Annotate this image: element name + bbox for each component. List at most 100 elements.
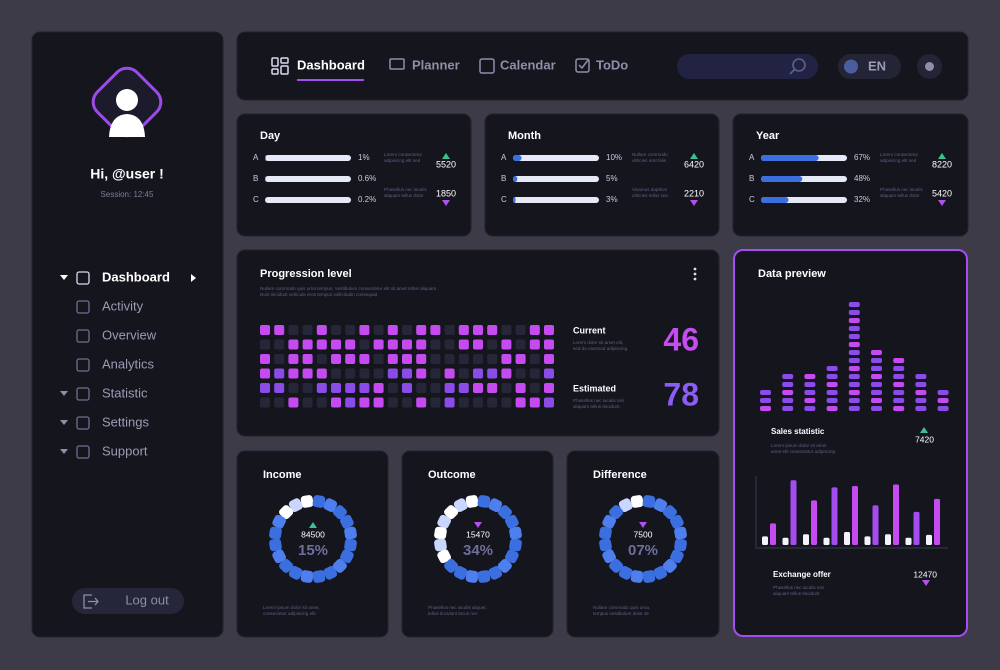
matrix-cell bbox=[331, 383, 341, 393]
icon-part bbox=[271, 68, 279, 75]
matrix-cell bbox=[487, 397, 498, 408]
bar bbox=[513, 155, 522, 161]
ring-segment bbox=[488, 498, 503, 513]
search-icon bbox=[789, 58, 806, 75]
menu-dots[interactable] bbox=[693, 267, 697, 281]
dot bbox=[848, 326, 860, 331]
nav-tab[interactable]: Dashboard bbox=[297, 57, 365, 72]
note: Phasellus nec iaculis nisi bbox=[773, 585, 824, 590]
dot-column bbox=[826, 366, 838, 411]
matrix-cell bbox=[402, 339, 412, 350]
bar-track bbox=[265, 176, 351, 182]
matrix-cell bbox=[316, 339, 327, 350]
dot bbox=[871, 406, 882, 411]
matrix-cell bbox=[331, 339, 341, 350]
nav-item[interactable]: Overview bbox=[102, 327, 157, 342]
ring-segment bbox=[332, 558, 347, 573]
nav-item[interactable]: Dashboard bbox=[102, 269, 170, 284]
dot bbox=[826, 390, 838, 395]
ring-segment bbox=[269, 526, 282, 540]
row-label: C bbox=[501, 195, 507, 204]
card-title: Day bbox=[260, 130, 281, 142]
expand-arrow bbox=[60, 449, 68, 454]
matrix-cell bbox=[316, 383, 327, 393]
matrix-cell bbox=[458, 383, 469, 393]
matrix-cell bbox=[416, 397, 427, 408]
note: amet elit consectetur adipiscing bbox=[771, 449, 836, 454]
matrix-cell bbox=[544, 325, 554, 335]
dot-column bbox=[937, 390, 949, 411]
ring-segment bbox=[332, 505, 347, 520]
bar bbox=[790, 480, 797, 545]
ring-segment bbox=[477, 570, 491, 583]
logout-label[interactable]: Log out bbox=[125, 592, 169, 607]
trend-down bbox=[922, 580, 930, 586]
ring-segment bbox=[300, 495, 314, 508]
note: adipiscing elit sed bbox=[384, 158, 421, 163]
ring-segment bbox=[630, 570, 644, 583]
ring-segment bbox=[477, 495, 491, 508]
ring-segment bbox=[504, 549, 519, 564]
dot-column bbox=[848, 302, 860, 411]
avatar-head bbox=[116, 89, 138, 111]
ring-segment bbox=[599, 538, 612, 552]
matrix-cell bbox=[260, 383, 270, 393]
nav-tab[interactable]: Calendar bbox=[500, 57, 556, 72]
dot-column bbox=[804, 374, 816, 411]
matrix-cell bbox=[501, 325, 512, 335]
matrix-cell bbox=[487, 354, 498, 364]
nav-item[interactable]: Analytics bbox=[102, 356, 155, 371]
nav-tab[interactable]: Planner bbox=[412, 57, 460, 72]
matrix-cell bbox=[430, 339, 441, 350]
ring bbox=[434, 495, 522, 583]
note: Nullam commodo quis urna tempus, Vestibu… bbox=[260, 286, 436, 291]
ring-segment bbox=[434, 538, 447, 552]
ring-segment bbox=[339, 549, 354, 564]
matrix-cell bbox=[345, 368, 356, 379]
matrix-cell bbox=[387, 325, 398, 335]
matrix-cell bbox=[373, 383, 384, 393]
ring-segment bbox=[630, 495, 644, 508]
ring-segment bbox=[312, 570, 326, 583]
matrix-cell bbox=[515, 354, 526, 364]
matrix-cell bbox=[274, 325, 285, 335]
ring-segment bbox=[674, 526, 687, 540]
matrix-cell bbox=[302, 325, 313, 335]
ring-segment bbox=[465, 570, 479, 583]
nav-item[interactable]: Support bbox=[102, 443, 148, 458]
trend-up bbox=[309, 522, 317, 528]
bar bbox=[893, 484, 899, 545]
search-bar[interactable] bbox=[677, 54, 818, 79]
nav-item[interactable]: Statistic bbox=[102, 385, 148, 400]
bar bbox=[265, 176, 266, 182]
ring-segment bbox=[642, 570, 656, 583]
ring-segment bbox=[662, 505, 677, 520]
bar bbox=[905, 537, 912, 545]
dot bbox=[760, 406, 771, 411]
matrix-cell bbox=[458, 339, 469, 350]
matrix-cell bbox=[444, 397, 455, 408]
nav-tab[interactable]: ToDo bbox=[596, 57, 628, 72]
trend-up bbox=[442, 153, 450, 159]
nav-item[interactable]: Activity bbox=[102, 298, 144, 313]
dot bbox=[826, 366, 838, 371]
logout-button[interactable] bbox=[72, 588, 184, 614]
matrix-cell bbox=[345, 383, 356, 393]
dot bbox=[782, 406, 794, 411]
bar bbox=[864, 536, 871, 545]
ring-segment bbox=[509, 526, 522, 540]
matrix-cell bbox=[373, 354, 384, 364]
ring-segment bbox=[272, 549, 287, 564]
matrix-cell bbox=[274, 383, 285, 393]
matrix-cell bbox=[416, 368, 427, 379]
note: tempus vestibulum dolor sit bbox=[593, 611, 649, 616]
matrix-cell bbox=[402, 383, 412, 393]
ring-segment bbox=[465, 495, 479, 508]
matrix-cell bbox=[387, 368, 398, 379]
planner-icon bbox=[389, 58, 405, 70]
matrix-cell bbox=[331, 397, 341, 408]
dot bbox=[893, 406, 905, 411]
nav-item[interactable]: Settings bbox=[102, 414, 149, 429]
stat-value: 5420 bbox=[932, 188, 952, 198]
